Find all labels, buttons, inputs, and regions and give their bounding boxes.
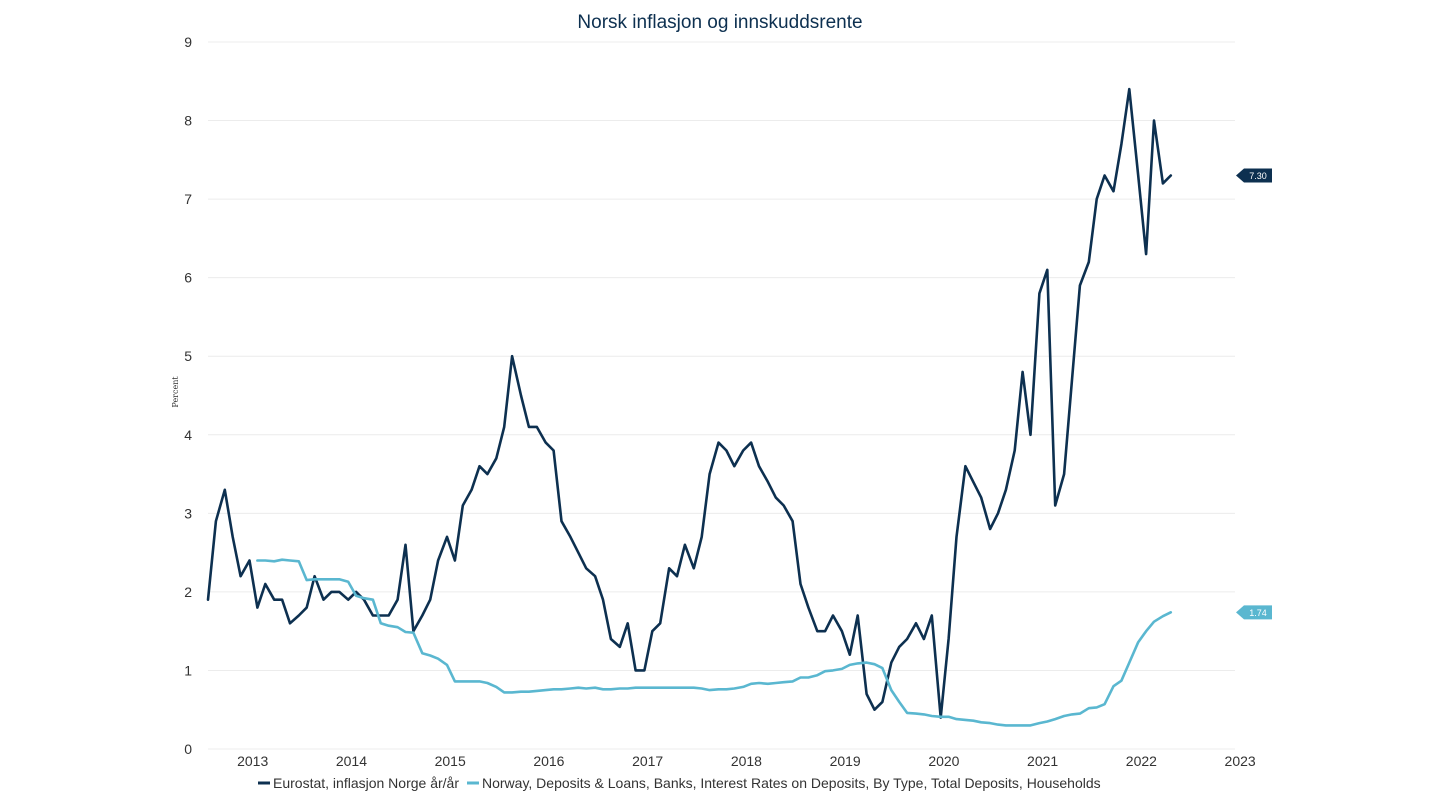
y-tick-label: 5 (184, 348, 192, 364)
end-value-text: 1.74 (1249, 608, 1267, 618)
y-axis-ticks: 0 1 2 3 4 5 6 7 8 9 (184, 34, 192, 757)
series-line-2 (256, 558, 1173, 727)
x-tick-label: 2022 (1126, 753, 1157, 769)
end-labels: 7.30 1.74 (1236, 168, 1272, 620)
x-tick-label: 2015 (435, 753, 466, 769)
y-tick-label: 1 (184, 662, 192, 678)
y-tick-label: 0 (184, 741, 192, 757)
x-tick-label: 2019 (830, 753, 861, 769)
chart-title: Norsk inflasjon og innskuddsrente (577, 12, 862, 33)
legend-label: Norway, Deposits & Loans, Banks, Interes… (482, 775, 1101, 791)
series-line-1 (206, 87, 1173, 719)
x-tick-label: 2013 (237, 753, 268, 769)
y-tick-label: 8 (184, 113, 192, 129)
x-tick-label: 2020 (928, 753, 959, 769)
gridlines (208, 41, 1235, 750)
y-tick-label: 9 (184, 34, 192, 50)
x-tick-label: 2021 (1027, 753, 1058, 769)
series-lines (206, 87, 1173, 727)
legend-label: Eurostat, inflasjon Norge år/år (273, 775, 459, 791)
x-tick-label: 2017 (632, 753, 663, 769)
end-value-badge (1236, 605, 1272, 620)
end-value-label-1: 7.30 (1236, 168, 1272, 183)
x-tick-label: 2018 (731, 753, 762, 769)
y-tick-label: 7 (184, 191, 192, 207)
y-tick-label: 4 (184, 427, 192, 443)
y-tick-label: 6 (184, 270, 192, 286)
x-axis-ticks: 2013 2014 2015 2016 2017 2018 2019 2020 2021 2022… (237, 753, 1256, 769)
x-tick-label: 2016 (533, 753, 564, 769)
legend-item-2: Norway, Deposits & Loans, Banks, Interes… (466, 775, 1101, 791)
y-tick-label: 2 (184, 584, 192, 600)
y-axis-label: Percent (171, 376, 180, 408)
x-tick-label: 2014 (336, 753, 367, 769)
legend-item-1: Eurostat, inflasjon Norge år/år (258, 775, 459, 791)
end-value-label-2: 1.74 (1236, 605, 1272, 620)
x-tick-label: 2023 (1225, 753, 1256, 769)
end-value-text: 7.30 (1249, 171, 1267, 181)
legend: Eurostat, inflasjon Norge år/år Norway, D… (258, 775, 1101, 791)
end-value-badge (1236, 168, 1272, 183)
y-tick-label: 3 (184, 505, 192, 521)
